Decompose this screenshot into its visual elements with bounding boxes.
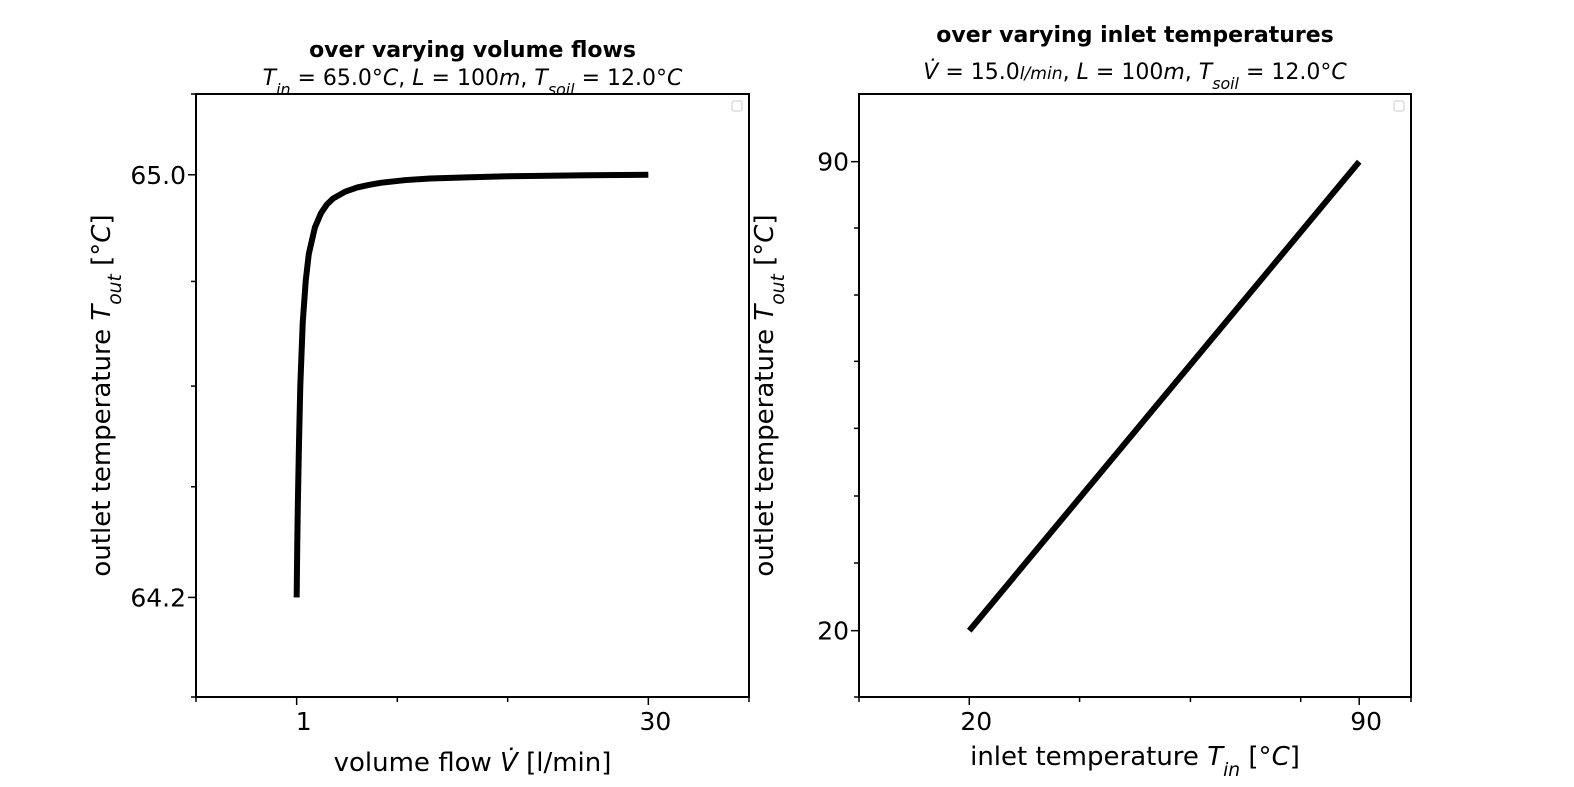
chart-subtitle-part: L <box>1077 60 1089 85</box>
chart-title: over varying volume flows <box>309 38 636 63</box>
x-axis-label-part: inlet temperature <box>970 742 1207 772</box>
chart-subtitle-part: = 65.0° <box>291 66 383 91</box>
y-axis-label-part: [° <box>87 243 117 274</box>
chart-subtitle-part: , <box>398 66 412 91</box>
x-axis-label-part: [° <box>1240 742 1271 772</box>
chart-subtitle-part: T <box>534 66 549 91</box>
y-axis-label-part: C <box>750 224 780 243</box>
x-axis-label-part: V̇ <box>500 746 520 778</box>
chart-subtitle-part: L <box>412 66 424 91</box>
chart-subtitle-part: = 100 <box>425 66 499 91</box>
plot-frame <box>858 93 1412 698</box>
y-tick-label: 90 <box>817 148 849 177</box>
chart-subtitle-part: in <box>276 80 290 99</box>
x-tick-label: 90 <box>1350 707 1382 736</box>
y-tick-label: 64.2 <box>130 583 186 612</box>
chart-subtitle-part: m <box>499 66 520 91</box>
y-axis-label-part: [° <box>750 243 780 274</box>
y-axis-label: outlet temperature Tout [°C] <box>750 214 789 576</box>
x-axis-label-part: volume flow <box>334 748 500 778</box>
y-axis-label-part: out <box>768 273 789 304</box>
x-axis-label-part: [l/min] <box>518 748 612 778</box>
x-tick-label: 20 <box>960 707 992 736</box>
legend-box <box>731 100 743 112</box>
chart-title: over varying inlet temperatures <box>936 23 1333 48</box>
x-axis-label-part: in <box>1223 760 1240 781</box>
chart-inlet-temperature: over varying inlet temperatures V̇ = 15.0… <box>750 23 1412 781</box>
chart-subtitle-part: soil <box>548 80 575 99</box>
x-axis-label-part: T <box>1207 742 1225 772</box>
y-axis-label-part: ] <box>87 214 117 224</box>
chart-subtitle-part: , <box>520 66 534 91</box>
chart-subtitle: Tin = 65.0°C, L = 100m, Tsoil = 12.0°C <box>263 66 683 99</box>
chart-subtitle: V̇ = 15.0l/min, L = 100m, Tsoil = 12.0°C <box>923 59 1347 93</box>
chart-subtitle-part: C <box>1331 60 1347 85</box>
chart-subtitle-part: = 100 <box>1089 60 1163 85</box>
chart-subtitle-part: , <box>1063 60 1077 85</box>
y-axis-label-part: outlet temperature <box>87 321 117 577</box>
y-axis-label-part: outlet temperature <box>750 321 780 577</box>
y-axis-label-part: T <box>750 303 780 321</box>
y-tick-label: 20 <box>817 617 849 646</box>
chart-subtitle-part: C <box>383 66 399 91</box>
x-axis-label-part: C <box>1272 742 1291 772</box>
x-axis-label: volume flow V̇ [l/min] <box>334 746 612 778</box>
chart-subtitle-part: V̇ <box>923 59 940 85</box>
chart-subtitle-part: = 12.0° <box>575 66 667 91</box>
plot-frame <box>195 93 750 698</box>
x-axis-label: inlet temperature Tin [°C] <box>970 742 1300 781</box>
x-tick-label: 30 <box>639 707 671 736</box>
chart-subtitle-part: = 12.0° <box>1239 60 1331 85</box>
series-line <box>966 159 1362 633</box>
y-axis-label: outlet temperature Tout [°C] <box>87 214 126 576</box>
chart-subtitle-part: soil <box>1212 74 1239 93</box>
chart-subtitle-part: C <box>667 66 683 91</box>
series-line <box>293 171 649 598</box>
y-axis-label-part: out <box>105 273 126 304</box>
x-tick-label: 1 <box>296 707 312 736</box>
chart-subtitle-part: = 15.0 <box>938 60 1019 85</box>
x-axis-label-part: ] <box>1290 742 1300 772</box>
chart-subtitle-part: T <box>263 66 278 91</box>
chart-subtitle-part: , <box>1185 60 1199 85</box>
chart-subtitle-part: T <box>1199 60 1214 85</box>
chart-subtitle-part: m <box>1163 60 1184 85</box>
y-axis-label-part: T <box>87 303 117 321</box>
y-axis-label-part: C <box>87 224 117 243</box>
chart-subtitle-part: l/min <box>1020 64 1063 84</box>
y-axis-label-part: ] <box>750 214 780 224</box>
legend-box <box>1393 100 1405 112</box>
y-tick-label: 65.0 <box>130 161 186 190</box>
